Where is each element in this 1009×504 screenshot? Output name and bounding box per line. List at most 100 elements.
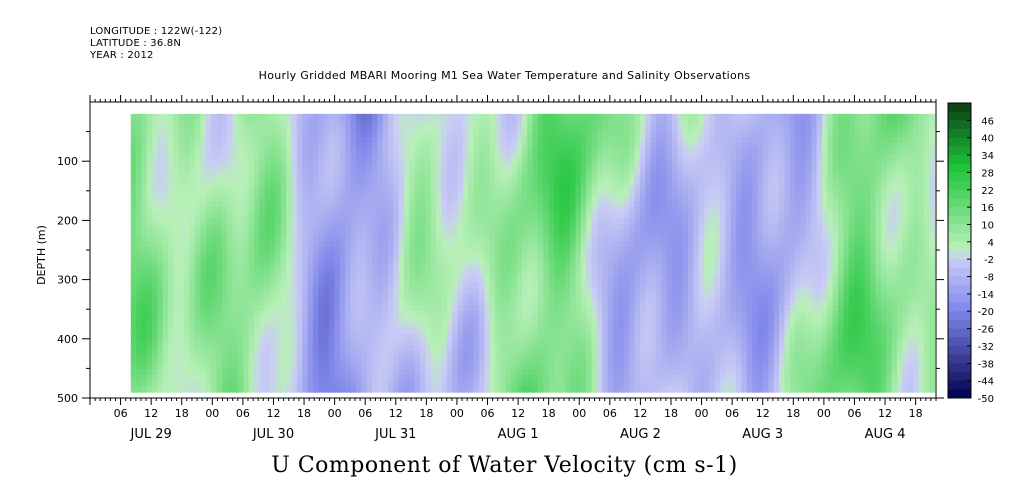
heatmap-cell [377, 322, 384, 329]
heatmap-cell [511, 194, 518, 202]
heatmap-cell [237, 206, 244, 213]
heatmap-cell [248, 281, 255, 289]
heatmap-cell [564, 235, 571, 242]
heatmap-cell [361, 218, 368, 225]
heatmap-cell [371, 212, 378, 219]
heatmap-cell [152, 194, 159, 202]
heatmap-cell [596, 189, 603, 196]
heatmap-cell [639, 229, 646, 237]
heatmap-cell [564, 380, 571, 387]
heatmap-cell [371, 160, 378, 167]
heatmap-cell [639, 264, 646, 271]
heatmap-cell [452, 229, 459, 237]
heatmap-cell [296, 177, 303, 184]
heatmap-cell [559, 287, 566, 295]
heatmap-cell [682, 160, 689, 167]
heatmap-cell [639, 305, 646, 312]
heatmap-cell [168, 351, 175, 358]
heatmap-cell [312, 368, 319, 376]
heatmap-cell [655, 310, 662, 318]
heatmap-cell [382, 252, 389, 260]
heatmap-cell [323, 200, 330, 208]
heatmap-cell [559, 339, 566, 347]
heatmap-cell [200, 363, 207, 370]
heatmap-cell [548, 270, 555, 277]
heatmap-cell [596, 194, 603, 202]
heatmap-cell [446, 131, 453, 138]
heatmap-cell [564, 287, 571, 295]
heatmap-cell [671, 235, 678, 242]
heatmap-cell [586, 241, 593, 248]
heatmap-cell [650, 148, 657, 156]
heatmap-cell [178, 154, 185, 161]
heatmap-cell [345, 374, 352, 382]
heatmap-cell [227, 200, 234, 208]
heatmap-cell [141, 334, 148, 341]
heatmap-cell [414, 287, 421, 295]
heatmap-cell [677, 270, 684, 277]
heatmap-cell [216, 386, 223, 393]
heatmap-cell [591, 131, 598, 138]
heatmap-cell [521, 142, 528, 150]
heatmap-cell [270, 316, 277, 324]
heatmap-cell [393, 310, 400, 318]
heatmap-cell [575, 305, 582, 312]
heatmap-cell [618, 374, 625, 382]
heatmap-cell [398, 351, 405, 358]
heatmap-cell [312, 166, 319, 173]
heatmap-cell [596, 287, 603, 295]
heatmap-cell [436, 363, 443, 370]
heatmap-cell [430, 293, 437, 300]
heatmap-cell [152, 160, 159, 167]
heatmap-cell [216, 363, 223, 370]
heatmap-cell [254, 305, 260, 312]
heatmap-cell [302, 119, 309, 127]
heatmap-cell [141, 212, 148, 219]
heatmap-cell [291, 241, 298, 248]
heatmap-cell [286, 177, 293, 184]
heatmap-cell [200, 154, 207, 161]
heatmap-cell [136, 183, 143, 190]
heatmap-cell [430, 142, 437, 150]
heatmap-cell [671, 316, 678, 324]
heatmap-cell [173, 293, 180, 300]
heatmap-cell [655, 206, 662, 213]
heatmap-cell [634, 368, 641, 376]
heatmap-cell [505, 293, 512, 300]
heatmap-cell [227, 171, 234, 179]
heatmap-cell [537, 380, 544, 387]
heatmap-cell [537, 258, 544, 266]
heatmap-cell [629, 258, 636, 266]
heatmap-cell [371, 119, 378, 127]
heatmap-cell [259, 189, 266, 196]
heatmap-cell [430, 113, 437, 121]
heatmap-cell [350, 125, 357, 132]
heatmap-cell [152, 166, 159, 173]
heatmap-cell [677, 218, 684, 225]
heatmap-cell [666, 247, 673, 254]
heatmap-cell [666, 293, 673, 300]
heatmap-cell [264, 334, 271, 341]
heatmap-cell [527, 183, 534, 190]
heatmap-cell [479, 166, 485, 173]
heatmap-cell [248, 154, 255, 161]
heatmap-cell [559, 299, 566, 306]
heatmap-cell [521, 160, 528, 167]
heatmap-cell [211, 142, 218, 150]
heatmap-cell [302, 137, 309, 144]
heatmap-cell [521, 206, 528, 213]
heatmap-cell [355, 316, 362, 324]
heatmap-cell [414, 357, 421, 364]
heatmap-cell [227, 183, 234, 190]
heatmap-cell [452, 328, 459, 335]
heatmap-cell [211, 154, 218, 161]
heatmap-cell [275, 160, 282, 167]
heatmap-cell [286, 299, 293, 306]
heatmap-cell [398, 270, 405, 277]
heatmap-cell [655, 131, 662, 138]
heatmap-cell [302, 351, 309, 358]
heatmap-cell [586, 189, 593, 196]
heatmap-cell [259, 177, 266, 184]
heatmap-cell [270, 380, 277, 387]
heatmap-cell [200, 345, 207, 353]
